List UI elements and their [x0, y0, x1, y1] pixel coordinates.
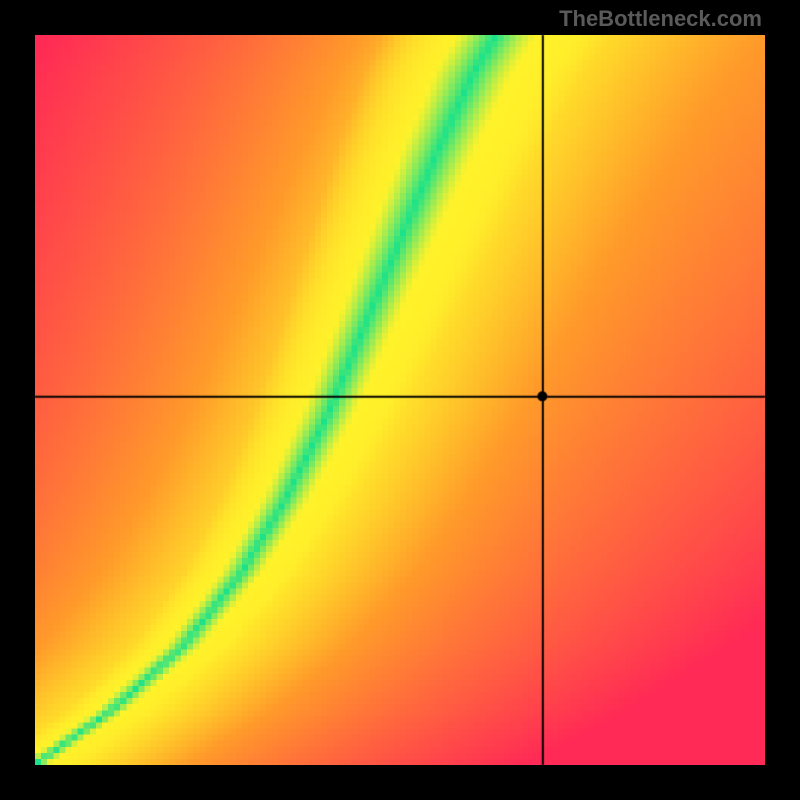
chart-container: TheBottleneck.com [0, 0, 800, 800]
watermark-label: TheBottleneck.com [559, 6, 762, 32]
overlay-canvas [0, 0, 800, 800]
